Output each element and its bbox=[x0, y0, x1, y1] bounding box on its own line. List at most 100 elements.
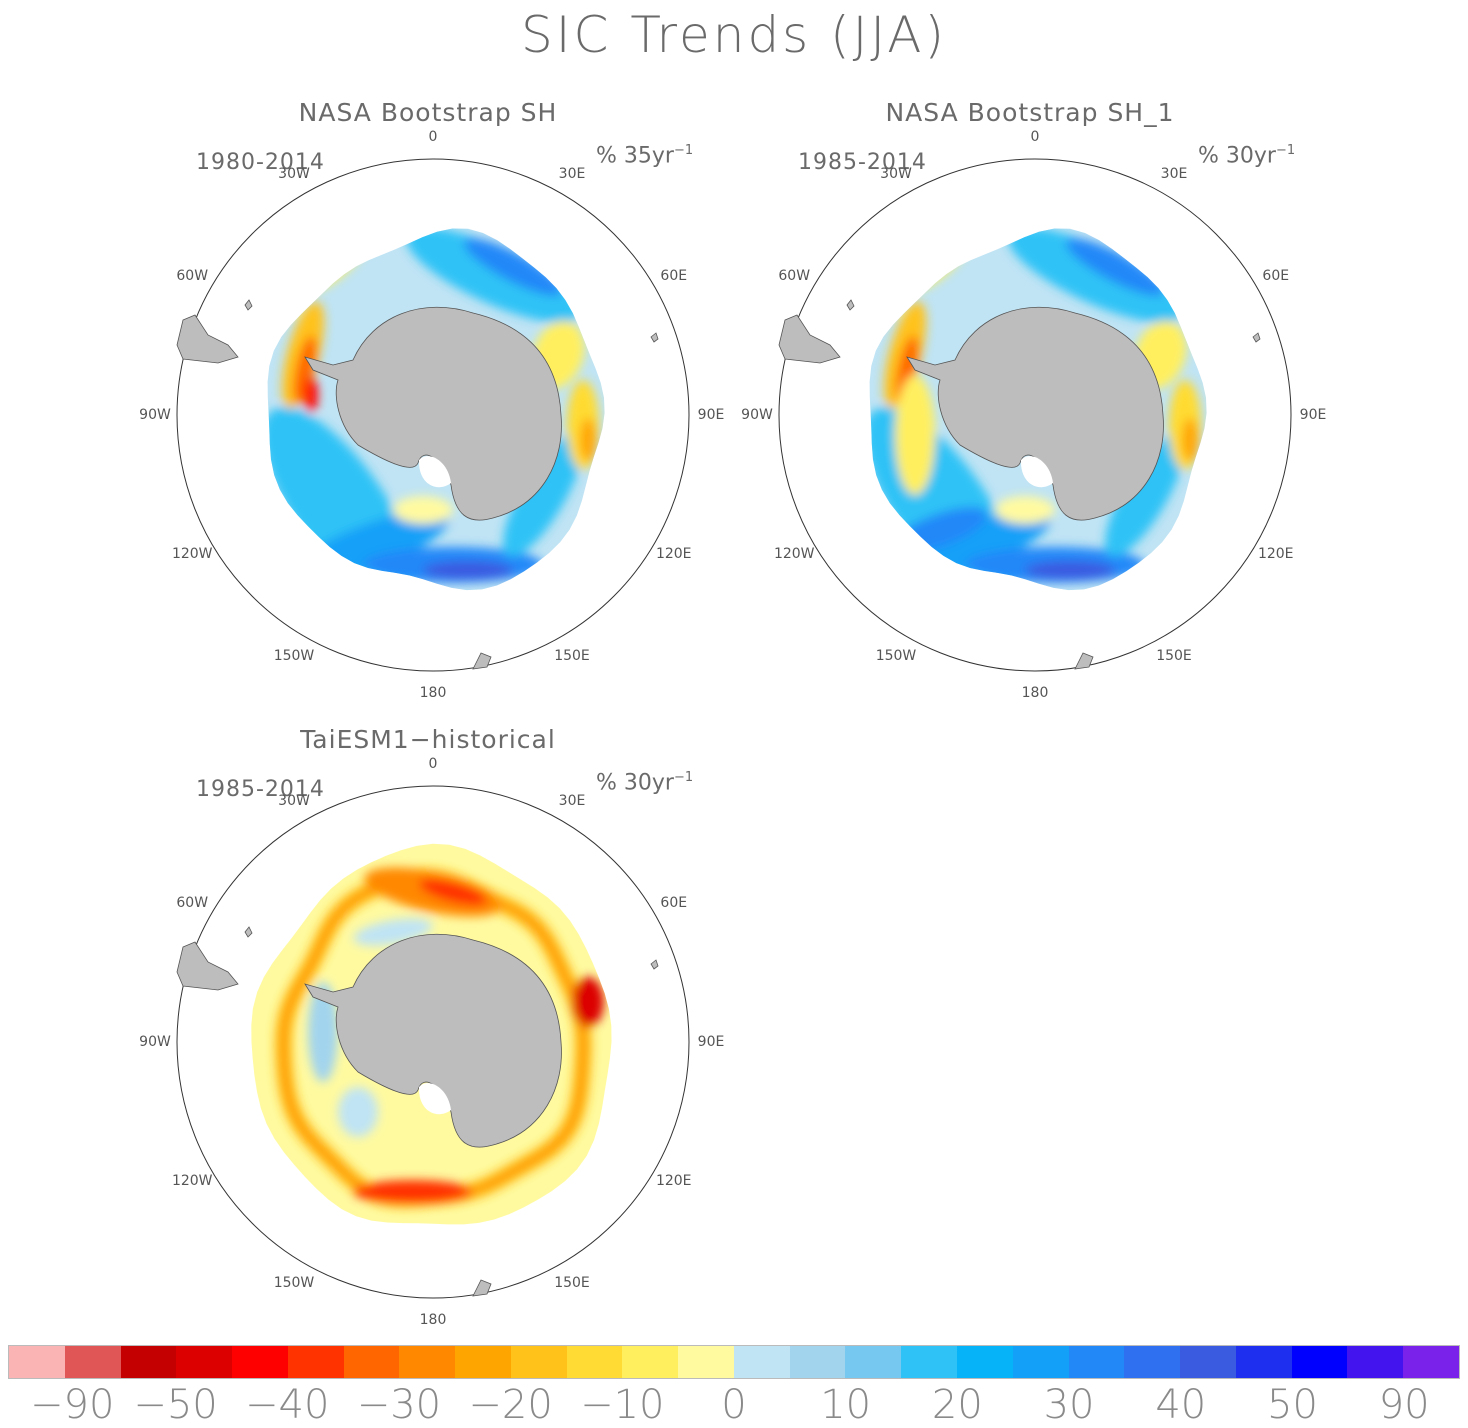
new-zealand-landmass bbox=[472, 652, 492, 670]
longitude-label: 180 bbox=[1021, 685, 1049, 701]
colorbar-tick-label: 50 bbox=[1267, 1382, 1318, 1428]
colorbar-swatch bbox=[1347, 1346, 1404, 1378]
longitude-label: 150E bbox=[554, 1274, 590, 1291]
colorbar-swatch bbox=[1291, 1346, 1348, 1378]
colorbar-swatch bbox=[622, 1346, 679, 1378]
polar-map bbox=[176, 158, 690, 672]
south-america-landmass bbox=[778, 314, 841, 364]
longitude-label: 0 bbox=[1030, 129, 1040, 145]
sic-trend-region bbox=[1025, 561, 1115, 579]
colorbar-swatch bbox=[733, 1346, 790, 1378]
colorbar-tick-label: −20 bbox=[468, 1382, 553, 1428]
panel-title: NASA Bootstrap SH bbox=[298, 98, 558, 127]
antarctica-landmass bbox=[304, 933, 562, 1148]
sic-trend-region bbox=[406, 228, 580, 323]
panel-title: TaiESM1−historical bbox=[300, 725, 556, 754]
colorbar-tick-label: −50 bbox=[133, 1382, 218, 1428]
trend-field bbox=[267, 228, 599, 591]
sic-trend-region bbox=[353, 1180, 473, 1204]
sic-trend-region bbox=[419, 878, 487, 906]
antarctica-landmass bbox=[906, 306, 1164, 521]
colorbar-swatch bbox=[64, 1346, 121, 1378]
longitude-label: 150W bbox=[273, 1274, 315, 1291]
longitude-label: 120E bbox=[655, 1173, 692, 1189]
longitude-label: 120E bbox=[1257, 546, 1294, 562]
longitude-label: 150W bbox=[273, 647, 315, 664]
longitude-label: 30W bbox=[278, 793, 310, 810]
island bbox=[244, 926, 253, 938]
panel-nasa-bootstrap-sh: NASA Bootstrap SH 1980-2014 % 35yr−1 0 30… bbox=[139, 98, 768, 718]
antarctica-landmass bbox=[304, 306, 562, 521]
sic-trend-region bbox=[423, 561, 513, 579]
sic-trend-region bbox=[1008, 228, 1182, 323]
colorbar-swatch bbox=[901, 1346, 958, 1378]
island bbox=[244, 299, 253, 311]
units-label: % 35yr−1 bbox=[596, 143, 694, 169]
panel-nasa-bootstrap-sh-1: NASA Bootstrap SH_1 1985-2014 % 30yr−1 0… bbox=[741, 98, 1370, 718]
colorbar-swatch bbox=[678, 1346, 734, 1378]
colorbar-tick-label: −40 bbox=[245, 1382, 330, 1428]
colorbar-swatch bbox=[845, 1346, 902, 1378]
colorbar-swatch bbox=[1068, 1346, 1125, 1378]
sic-trend-region bbox=[463, 238, 563, 296]
longitude-label: 90E bbox=[1299, 407, 1327, 423]
period-label: 1985-2014 bbox=[196, 777, 325, 802]
colorbar-swatch bbox=[287, 1346, 344, 1378]
sic-trend-region bbox=[393, 496, 453, 524]
colorbar-swatch bbox=[1235, 1346, 1292, 1378]
colorbar-swatch bbox=[957, 1346, 1013, 1378]
colorbar-tick-label: 30 bbox=[1043, 1382, 1095, 1428]
colorbar-swatch bbox=[566, 1346, 623, 1378]
longitude-label: 90W bbox=[741, 407, 773, 423]
island bbox=[846, 299, 855, 311]
south-america-landmass bbox=[176, 941, 239, 991]
colorbar bbox=[8, 1345, 1460, 1379]
sic-trend-region bbox=[1105, 433, 1185, 557]
sic-trend-region bbox=[1182, 418, 1198, 462]
longitude-label: 120E bbox=[655, 546, 692, 562]
longitude-label: 90W bbox=[139, 407, 171, 423]
sic-trend-region bbox=[1065, 238, 1165, 296]
polar-map bbox=[176, 785, 690, 1299]
sic-trend-region bbox=[308, 982, 338, 1082]
longitude-label: 60W bbox=[176, 268, 209, 284]
sic-trend-region bbox=[304, 377, 318, 413]
sic-trend-region bbox=[572, 977, 604, 1027]
longitude-label: 150E bbox=[1156, 647, 1192, 664]
colorbar-swatch bbox=[510, 1346, 567, 1378]
colorbar-swatch bbox=[176, 1346, 233, 1378]
new-zealand-landmass bbox=[1074, 652, 1094, 670]
period-label: 1985-2014 bbox=[798, 150, 927, 175]
polar-map bbox=[778, 158, 1292, 672]
colorbar-swatch bbox=[789, 1346, 846, 1378]
island bbox=[1252, 332, 1261, 343]
colorbar-tick-label: −30 bbox=[356, 1382, 442, 1428]
colorbar-swatch bbox=[1124, 1346, 1181, 1378]
colorbar-swatch bbox=[232, 1346, 288, 1378]
units-label: % 30yr−1 bbox=[596, 770, 694, 796]
figure-title: SIC Trends (JJA) bbox=[521, 6, 947, 64]
ice-shelf bbox=[1020, 456, 1053, 488]
colorbar-tick-label: 0 bbox=[721, 1382, 747, 1428]
colorbar-tick-label: −10 bbox=[580, 1382, 665, 1428]
colorbar-swatch bbox=[343, 1346, 400, 1378]
longitude-label: 30E bbox=[1160, 166, 1188, 183]
longitude-label: 150E bbox=[554, 647, 590, 664]
colorbar-swatch bbox=[1403, 1346, 1459, 1378]
colorbar-swatch bbox=[1012, 1346, 1069, 1378]
longitude-label: 120W bbox=[171, 546, 213, 562]
south-america-landmass bbox=[176, 314, 239, 364]
sic-trend-region bbox=[895, 375, 935, 495]
colorbar-swatch bbox=[120, 1346, 177, 1378]
longitude-label: 60W bbox=[778, 268, 811, 284]
sic-trend-region bbox=[338, 1087, 378, 1137]
longitude-label: 150W bbox=[875, 647, 917, 664]
longitude-label: 0 bbox=[428, 756, 438, 772]
colorbar-swatch bbox=[455, 1346, 511, 1378]
longitude-label: 120W bbox=[773, 546, 815, 562]
island bbox=[650, 959, 659, 970]
units-label: % 30yr−1 bbox=[1198, 143, 1296, 169]
sic-trend-region bbox=[895, 335, 919, 405]
longitude-label: 0 bbox=[428, 129, 438, 145]
colorbar-tick-label: −90 bbox=[30, 1382, 115, 1428]
